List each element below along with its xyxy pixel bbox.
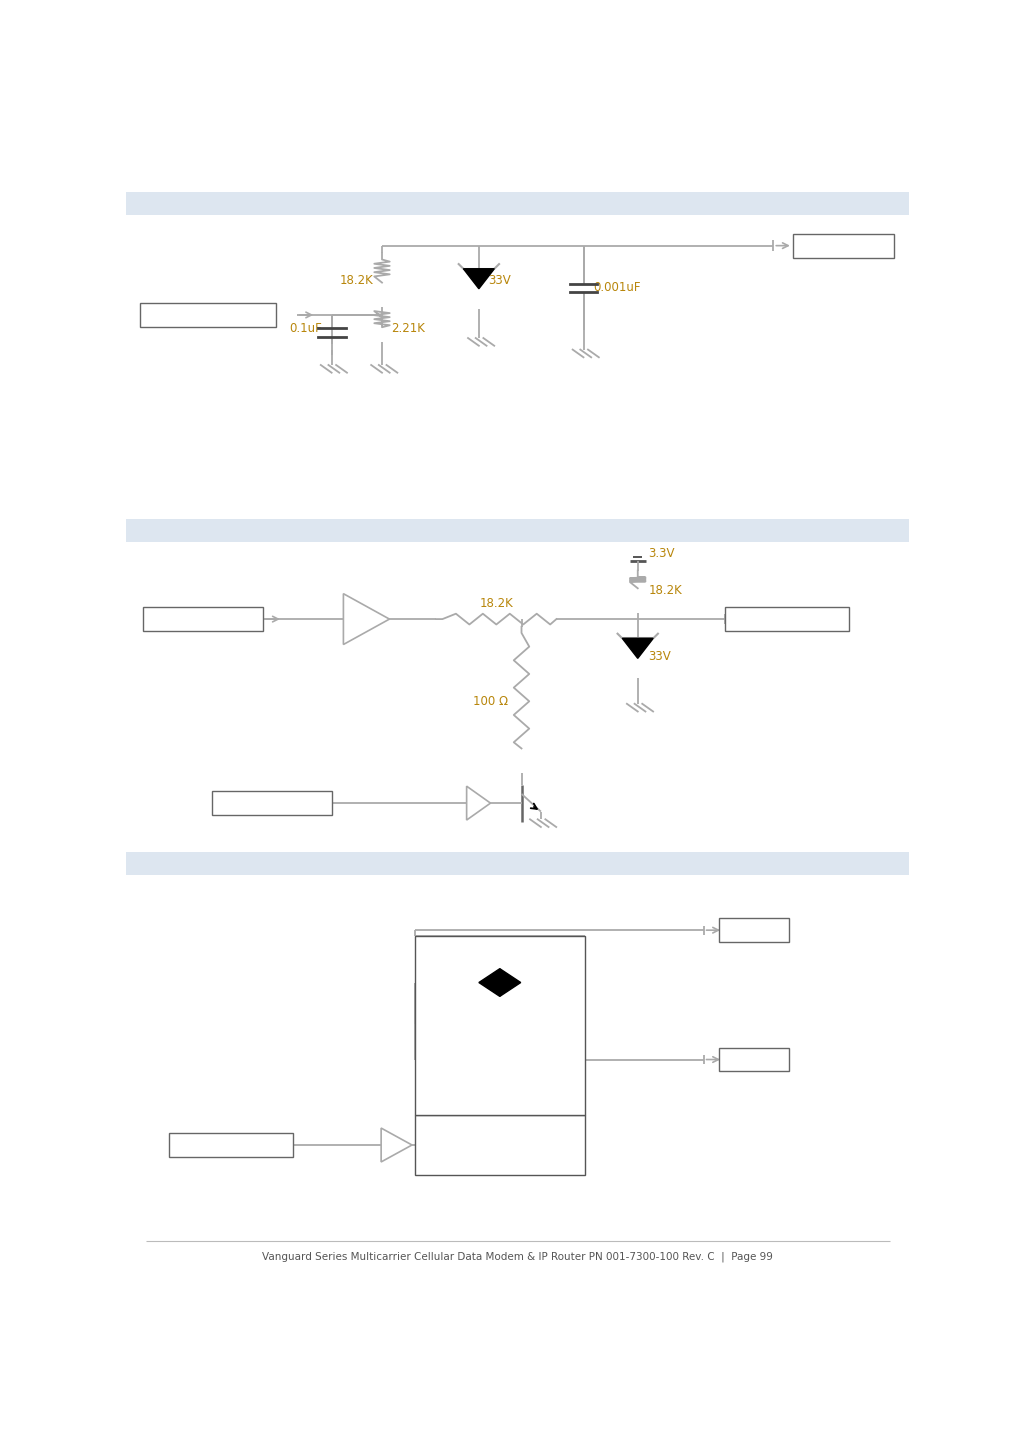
Bar — [414, 1115, 585, 1175]
Polygon shape — [381, 1128, 412, 1162]
Text: NO: NO — [745, 1053, 763, 1066]
Text: Vanguard Series Multicarrier Cellular Data Modem & IP Router PN 001-7300-100 Rev: Vanguard Series Multicarrier Cellular Da… — [263, 1251, 773, 1262]
Polygon shape — [467, 786, 491, 820]
Bar — [719, 919, 789, 942]
Bar — [719, 1047, 789, 1072]
Polygon shape — [500, 969, 521, 996]
Text: COM: COM — [421, 1052, 445, 1062]
Text: From Processor: From Processor — [229, 798, 314, 809]
Polygon shape — [622, 638, 653, 658]
Text: NO: NO — [550, 1052, 567, 1062]
Text: Digital Input: Digital Input — [750, 612, 823, 625]
Text: 18.2K: 18.2K — [339, 273, 373, 286]
Bar — [126, 192, 909, 215]
Bar — [211, 791, 331, 816]
Bar — [724, 607, 848, 631]
Text: Analog Input: Analog Input — [806, 239, 881, 252]
Text: 30V: 30V — [481, 957, 503, 970]
Text: 6.1   INPUT CIRCUIT FOR ANALOG INPUTS: 6.1 INPUT CIRCUIT FOR ANALOG INPUTS — [143, 196, 444, 210]
Polygon shape — [464, 269, 494, 289]
Text: 18.2K: 18.2K — [648, 584, 683, 597]
Text: 0.1uF: 0.1uF — [289, 322, 322, 335]
Text: Control: Control — [478, 1139, 522, 1152]
Polygon shape — [479, 969, 500, 996]
Bar — [143, 607, 264, 631]
Text: 6.2   SIMPLIFIED CIRCUIT FOR DIGITAL INPUT: 6.2 SIMPLIFIED CIRCUIT FOR DIGITAL INPUT — [143, 524, 468, 538]
Bar — [140, 303, 276, 326]
Text: 2.21K: 2.21K — [391, 322, 425, 335]
Bar — [414, 936, 585, 1115]
Bar — [126, 519, 909, 542]
Text: COM: COM — [740, 923, 768, 937]
Bar — [169, 1133, 293, 1156]
Text: 1M: 1M — [526, 1010, 543, 1023]
Bar — [793, 233, 894, 258]
Text: To Processor: To Processor — [167, 612, 239, 625]
Text: 33V: 33V — [648, 650, 672, 663]
Text: 0.001uF: 0.001uF — [593, 282, 640, 295]
Text: 18.2K: 18.2K — [480, 597, 513, 610]
Bar — [126, 851, 909, 874]
Text: From Processor: From Processor — [189, 1141, 273, 1151]
Text: To Buffer and ADC: To Buffer and ADC — [158, 311, 259, 321]
Text: 100 Ω: 100 Ω — [474, 695, 509, 708]
Text: 6.3   SIMPLIFIED CIRCUIT FOR MECHANICAL RELAYS: 6.3 SIMPLIFIED CIRCUIT FOR MECHANICAL RE… — [143, 856, 518, 870]
Text: 3.3V: 3.3V — [648, 547, 675, 560]
Text: 33V: 33V — [488, 273, 511, 286]
Polygon shape — [343, 594, 390, 644]
